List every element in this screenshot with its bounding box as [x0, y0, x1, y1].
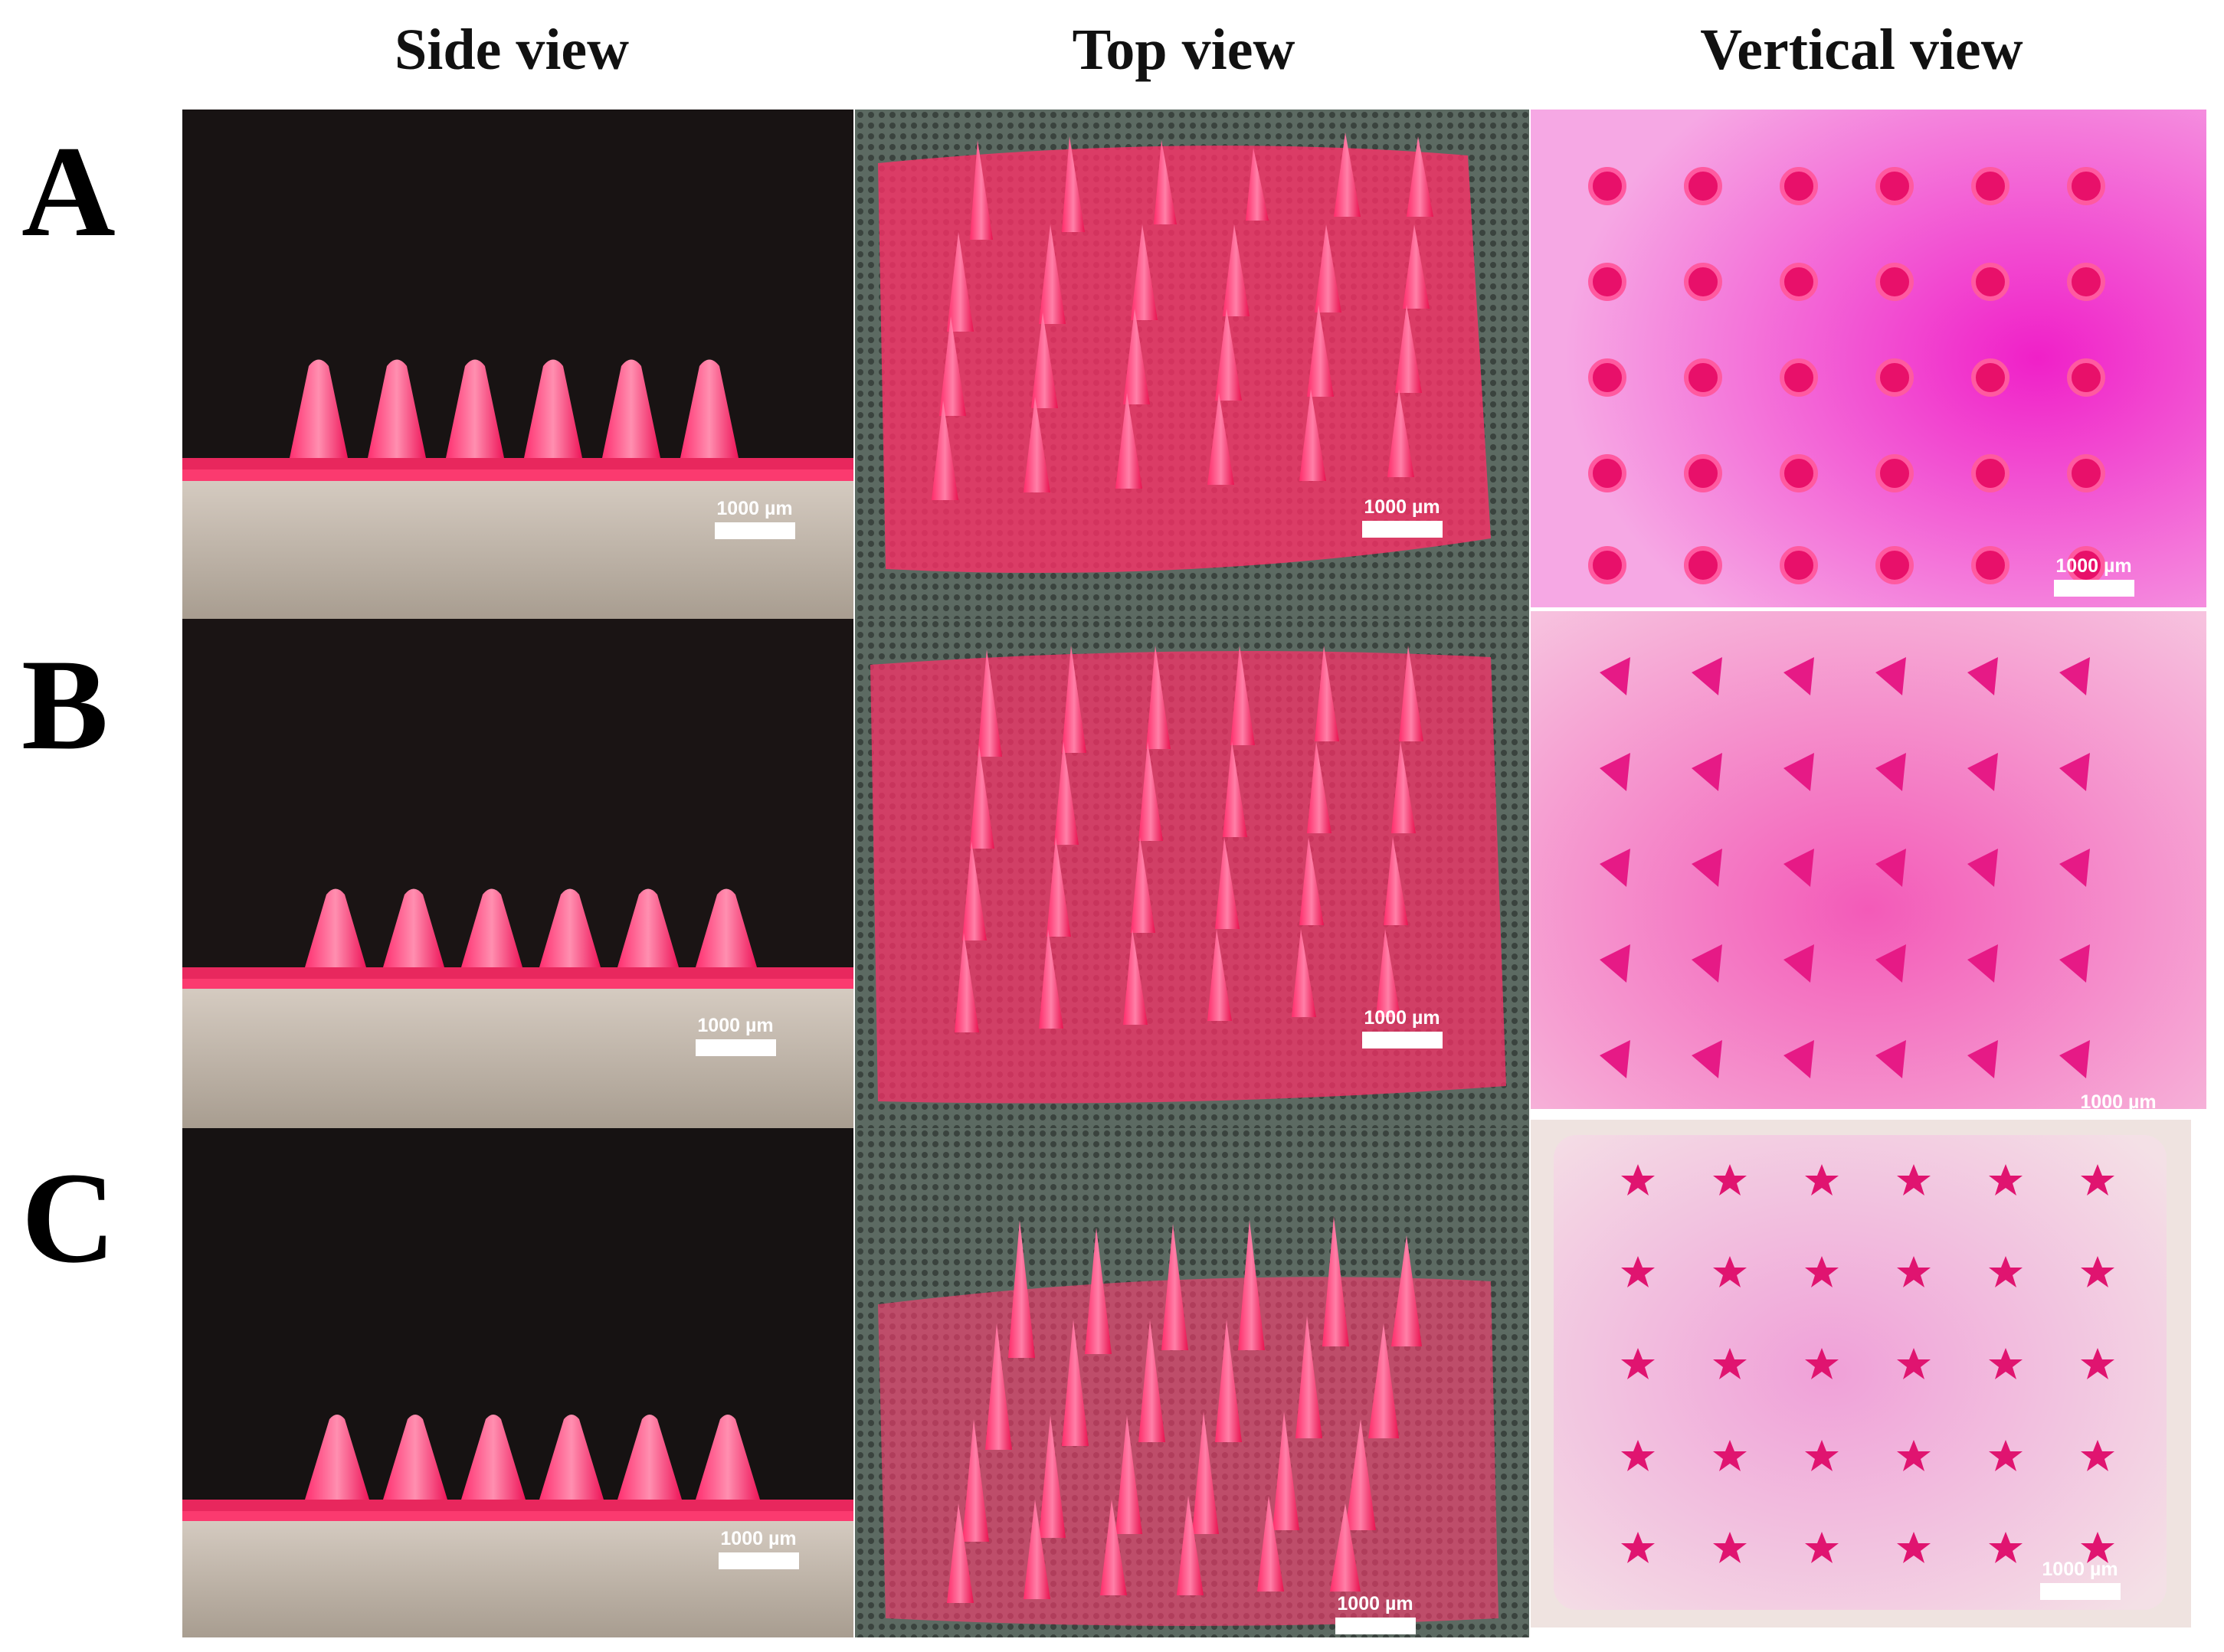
scale-bar-c-side: 1000 µm — [701, 1528, 816, 1569]
scale-bar-line — [1361, 1032, 1443, 1048]
row-label-a: A — [21, 119, 116, 263]
scale-bar-a-side: 1000 µm — [697, 498, 812, 539]
photo-top-view-b — [855, 619, 1529, 1128]
photo-vertical-view-c — [1531, 1120, 2191, 1627]
photo-vertical-view-b — [1531, 611, 2206, 1109]
scale-bar-label: 1000 µm — [1364, 496, 1440, 518]
scale-bar-line — [695, 1039, 776, 1056]
scale-bar-b-top: 1000 µm — [1345, 1007, 1459, 1048]
scale-bar-line — [2053, 580, 2134, 597]
scale-bar-line — [2039, 1583, 2121, 1600]
scale-bar-label: 1000 µm — [1364, 1007, 1440, 1029]
column-title-top-view: Top view — [1072, 18, 1295, 82]
scale-bar-label: 1000 µm — [1337, 1593, 1413, 1614]
scale-bar-label: 1000 µm — [2080, 1091, 2157, 1113]
photo-top-view-a — [855, 110, 1529, 619]
scale-bar-b-side: 1000 µm — [678, 1015, 793, 1056]
scale-bar-line — [1335, 1618, 1416, 1634]
photo-side-view-a — [182, 110, 853, 619]
scale-bar-label: 1000 µm — [2042, 1559, 2118, 1580]
column-title-side-view: Side view — [394, 18, 630, 82]
scale-bar-c-vertical: 1000 µm — [2023, 1559, 2137, 1600]
column-title-vertical-view: Vertical view — [1700, 18, 2023, 82]
scale-bar-a-top: 1000 µm — [1345, 496, 1459, 538]
scale-bar-label: 1000 µm — [2055, 555, 2132, 577]
scale-bar-line — [1361, 521, 1443, 538]
scale-bar-label: 1000 µm — [720, 1528, 797, 1549]
scale-bar-c-top: 1000 µm — [1318, 1593, 1433, 1634]
scale-bar-label: 1000 µm — [716, 498, 793, 519]
row-label-b: B — [21, 633, 109, 777]
scale-bar-label: 1000 µm — [697, 1015, 774, 1036]
photo-vertical-view-a — [1531, 110, 2206, 607]
scale-bar-line — [714, 522, 795, 539]
photo-top-view-c — [855, 1128, 1529, 1637]
row-label-c: C — [21, 1146, 116, 1290]
scale-bar-a-vertical: 1000 µm — [2036, 555, 2151, 597]
scale-bar-line — [718, 1552, 799, 1569]
